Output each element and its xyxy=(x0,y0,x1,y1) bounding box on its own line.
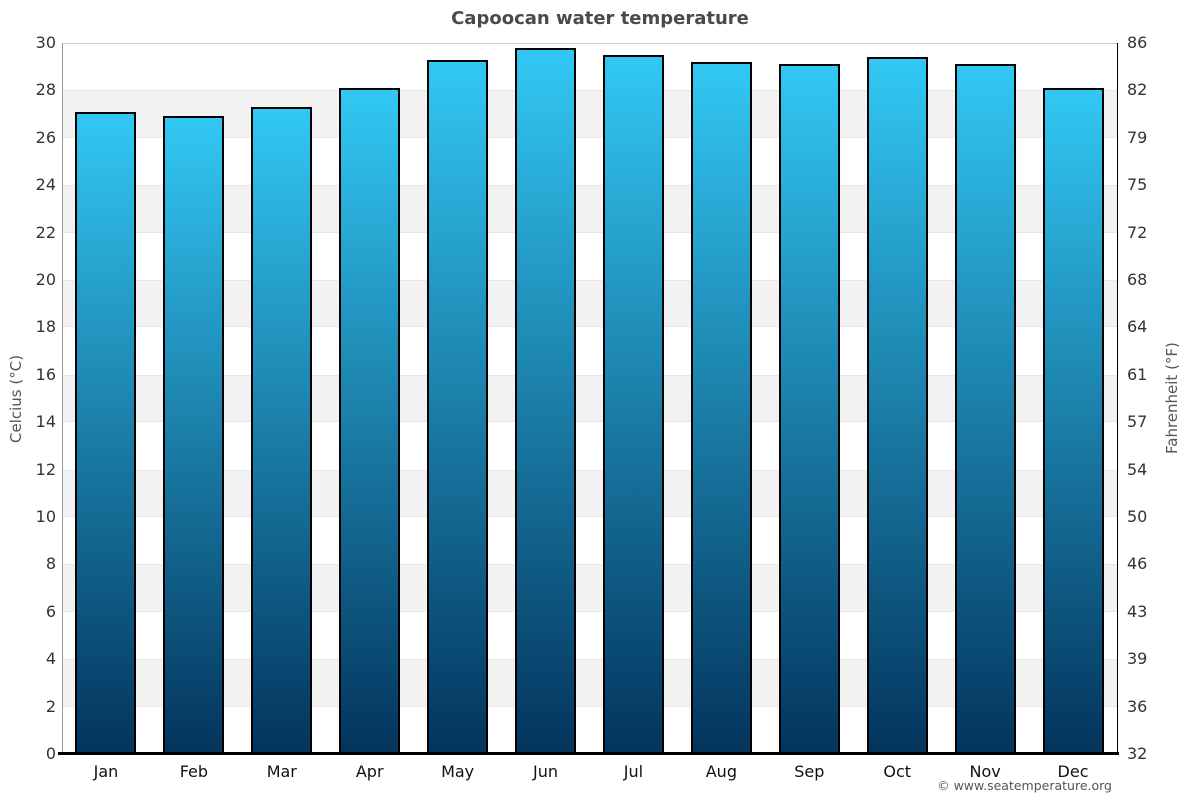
fahrenheit-tick-86: 86 xyxy=(1127,33,1148,52)
right-axis-line xyxy=(1117,43,1118,754)
celsius-tick-24: 24 xyxy=(35,175,56,195)
month-label-nov: Nov xyxy=(969,762,1001,781)
celsius-tick-6: 6 xyxy=(45,601,56,621)
celsius-tick-8: 8 xyxy=(45,554,56,574)
fahrenheit-axis-title: Fahrenheit (°F) xyxy=(1163,342,1181,455)
fahrenheit-tick-39: 39 xyxy=(1127,649,1148,669)
grid-band-gray xyxy=(62,374,1117,423)
fahrenheit-tick-82: 82 xyxy=(1127,80,1148,100)
month-label-feb: Feb xyxy=(179,762,209,781)
grid-band-gray xyxy=(62,469,1117,517)
celsius-tick-0: 0 xyxy=(45,744,56,763)
bar-jul xyxy=(602,54,664,754)
fahrenheit-tick-61: 61 xyxy=(1127,364,1148,384)
celsius-tick-4: 4 xyxy=(45,649,56,669)
chart-title: Capoocan water temperature xyxy=(451,8,749,29)
fahrenheit-tick-57: 57 xyxy=(1127,412,1148,432)
grid-band-gray xyxy=(62,185,1117,233)
grid-band-gray xyxy=(62,564,1117,612)
plot-area xyxy=(62,43,1117,754)
top-gridline xyxy=(62,43,1117,44)
celsius-axis-title: Celcius (°C) xyxy=(7,354,25,443)
bar-sep xyxy=(778,64,840,754)
bar-oct xyxy=(866,57,928,754)
fahrenheit-tick-43: 43 xyxy=(1127,601,1148,621)
celsius-tick-14: 14 xyxy=(35,412,56,432)
bar-apr xyxy=(339,88,401,754)
month-label-sep: Sep xyxy=(794,762,825,781)
fahrenheit-tick-64: 64 xyxy=(1127,317,1148,337)
celsius-tick-28: 28 xyxy=(35,80,56,100)
bar-jun xyxy=(515,47,577,754)
bar-feb xyxy=(163,116,225,754)
copyright-credit: © www.seatemperature.org xyxy=(937,778,1112,793)
grid-band-gray xyxy=(62,659,1117,707)
fahrenheit-tick-68: 68 xyxy=(1127,270,1148,289)
month-label-jun: Jun xyxy=(533,762,559,781)
fahrenheit-tick-72: 72 xyxy=(1127,222,1148,242)
fahrenheit-tick-75: 75 xyxy=(1127,175,1148,195)
celsius-tick-22: 22 xyxy=(35,222,56,242)
fahrenheit-tick-54: 54 xyxy=(1127,459,1148,479)
bar-may xyxy=(427,59,489,754)
fahrenheit-tick-79: 79 xyxy=(1127,127,1148,147)
celsius-tick-20: 20 xyxy=(35,270,56,289)
bar-jan xyxy=(75,111,137,754)
fahrenheit-tick-50: 50 xyxy=(1127,507,1148,526)
month-label-dec: Dec xyxy=(1057,762,1089,781)
fahrenheit-tick-32: 32 xyxy=(1127,744,1148,763)
celsius-tick-10: 10 xyxy=(35,507,56,526)
grid-band-gray xyxy=(62,280,1117,328)
bar-aug xyxy=(690,61,752,754)
fahrenheit-tick-46: 46 xyxy=(1127,554,1148,574)
month-label-apr: Apr xyxy=(355,762,384,781)
grid-band-gray xyxy=(62,90,1117,138)
fahrenheit-tick-36: 36 xyxy=(1127,696,1148,716)
bar-dec xyxy=(1042,88,1104,754)
bar-nov xyxy=(954,64,1016,754)
celsius-tick-2: 2 xyxy=(45,696,56,716)
celsius-tick-16: 16 xyxy=(35,364,56,384)
month-label-jan: Jan xyxy=(93,762,119,781)
bar-mar xyxy=(251,107,313,754)
month-label-may: May xyxy=(441,762,475,781)
celsius-tick-26: 26 xyxy=(35,127,56,147)
month-label-oct: Oct xyxy=(883,762,912,781)
month-label-mar: Mar xyxy=(266,762,297,781)
month-label-aug: Aug xyxy=(705,762,737,781)
month-label-jul: Jul xyxy=(623,762,644,781)
left-axis-line xyxy=(62,43,63,754)
celsius-tick-30: 30 xyxy=(35,33,56,52)
celsius-tick-12: 12 xyxy=(35,459,56,479)
bottom-axis-line xyxy=(58,752,1119,755)
celsius-tick-18: 18 xyxy=(35,317,56,337)
